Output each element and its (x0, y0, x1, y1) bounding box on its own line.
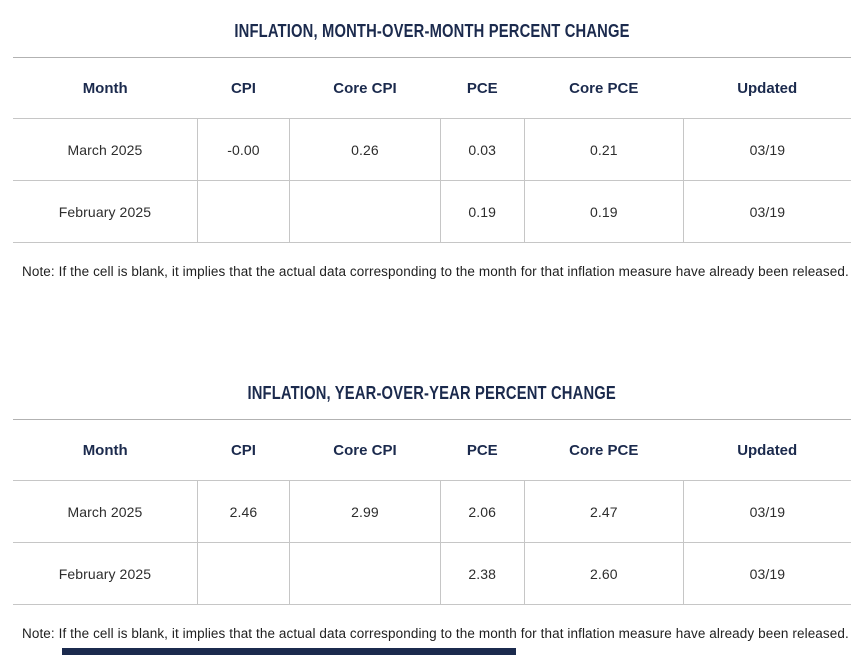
table-row: February 2025 0.19 0.19 03/19 (13, 180, 851, 243)
cell-core-cpi (289, 542, 441, 605)
mom-inflation-section: INFLATION, MONTH-OVER-MONTH PERCENT CHAN… (0, 0, 864, 279)
table-row: March 2025 -0.00 0.26 0.03 0.21 03/19 (13, 118, 851, 181)
cell-pce: 2.38 (439, 542, 525, 605)
col-header-core-cpi: Core CPI (289, 419, 441, 481)
cell-cpi: -0.00 (196, 118, 290, 181)
yoy-inflation-section: INFLATION, YEAR-OVER-YEAR PERCENT CHANGE… (0, 384, 864, 641)
col-header-updated: Updated (683, 419, 851, 481)
cell-updated: 03/19 (682, 118, 851, 181)
col-header-pce: PCE (440, 419, 525, 481)
cell-month: March 2025 (13, 480, 198, 543)
table-row: March 2025 2.46 2.99 2.06 2.47 03/19 (13, 480, 851, 543)
cell-month: February 2025 (13, 542, 198, 605)
col-header-updated: Updated (683, 57, 851, 119)
col-header-month: Month (13, 419, 198, 481)
mom-table-note: Note: If the cell is blank, it implies t… (22, 264, 849, 279)
cell-core-pce: 0.21 (523, 118, 684, 181)
cell-month: March 2025 (13, 118, 198, 181)
cell-pce: 2.06 (439, 480, 525, 543)
cell-core-pce: 0.19 (523, 180, 684, 243)
cell-cpi: 2.46 (196, 480, 290, 543)
col-header-cpi: CPI (197, 57, 290, 119)
cell-core-cpi: 0.26 (289, 118, 441, 181)
table-row: February 2025 2.38 2.60 03/19 (13, 542, 851, 605)
cell-core-cpi: 2.99 (289, 480, 441, 543)
col-header-core-pce: Core PCE (524, 57, 684, 119)
mom-table-title: INFLATION, MONTH-OVER-MONTH PERCENT CHAN… (0, 0, 864, 40)
cell-cpi (196, 542, 290, 605)
col-header-cpi: CPI (197, 419, 290, 481)
cell-pce: 0.19 (439, 180, 525, 243)
yoy-inflation-table: Month CPI Core CPI PCE Core PCE Updated … (13, 419, 851, 605)
yoy-table-note: Note: If the cell is blank, it implies t… (22, 626, 849, 641)
cell-cpi (196, 180, 290, 243)
yoy-table-title-text: INFLATION, YEAR-OVER-YEAR PERCENT CHANGE (247, 383, 617, 403)
cell-updated: 03/19 (682, 542, 851, 605)
col-header-core-cpi: Core CPI (289, 57, 441, 119)
mom-inflation-table: Month CPI Core CPI PCE Core PCE Updated … (13, 57, 851, 243)
mom-table-title-text: INFLATION, MONTH-OVER-MONTH PERCENT CHAN… (234, 21, 630, 41)
cell-core-cpi (289, 180, 441, 243)
cell-core-pce: 2.60 (523, 542, 684, 605)
cell-updated: 03/19 (682, 480, 851, 543)
cell-pce: 0.03 (439, 118, 525, 181)
col-header-month: Month (13, 57, 198, 119)
col-header-pce: PCE (440, 57, 525, 119)
cell-updated: 03/19 (682, 180, 851, 243)
cell-month: February 2025 (13, 180, 198, 243)
mom-header-row: Month CPI Core CPI PCE Core PCE Updated (13, 57, 851, 119)
bottom-partial-bar (62, 648, 516, 655)
yoy-header-row: Month CPI Core CPI PCE Core PCE Updated (13, 419, 851, 481)
cell-core-pce: 2.47 (523, 480, 684, 543)
col-header-core-pce: Core PCE (524, 419, 684, 481)
yoy-table-title: INFLATION, YEAR-OVER-YEAR PERCENT CHANGE (0, 384, 864, 402)
